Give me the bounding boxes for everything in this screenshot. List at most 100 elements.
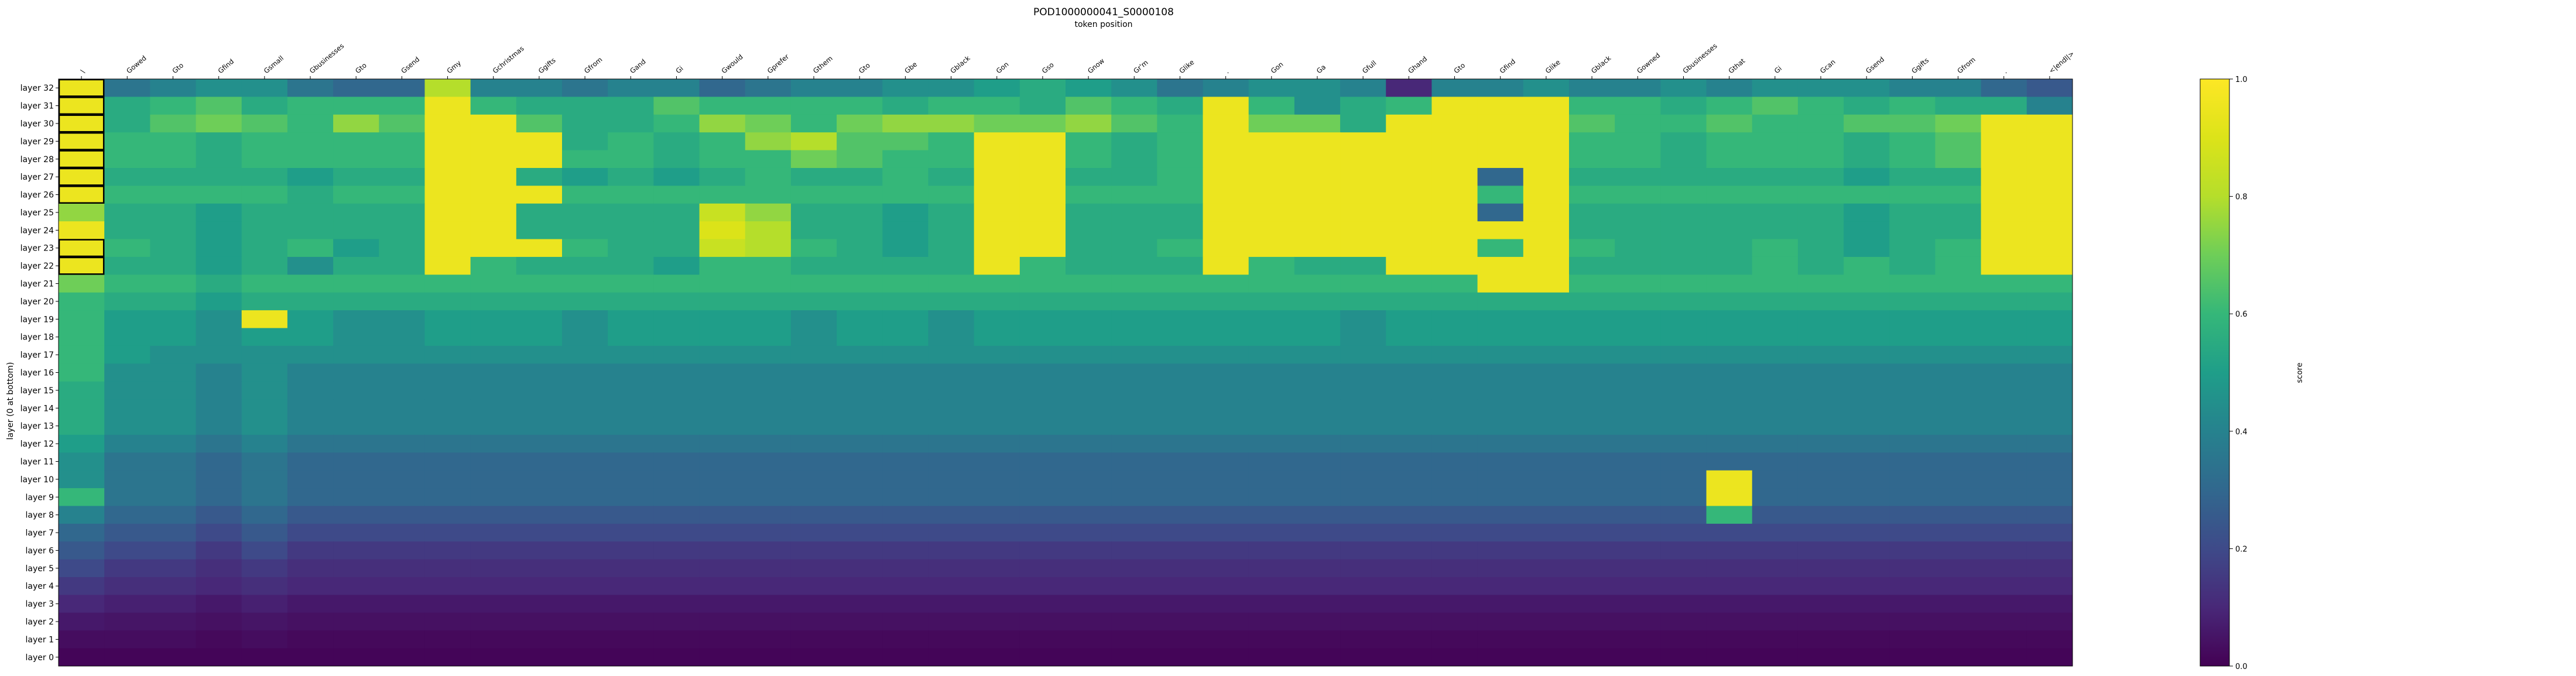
heatmap-cell (1386, 203, 1432, 222)
heatmap-cell (424, 292, 471, 311)
heatmap-cell (1111, 363, 1157, 382)
heatmap-cell (333, 434, 379, 453)
heatmap-cell (516, 292, 563, 311)
heatmap-cell (1706, 203, 1753, 222)
heatmap-cell (1569, 630, 1615, 649)
heatmap-cell (1111, 417, 1157, 435)
heatmap-cell (150, 256, 197, 275)
heatmap-cell (1660, 345, 1707, 364)
heatmap-cell (653, 310, 700, 329)
heatmap-cell (1523, 630, 1570, 649)
heatmap-cell (974, 452, 1020, 471)
heatmap-cell (1431, 488, 1478, 506)
heatmap-cell (150, 239, 197, 258)
heatmap-cell (653, 595, 700, 613)
heatmap-cell (1797, 167, 1844, 186)
x-tick-label: Gi (1773, 64, 1783, 76)
heatmap-cell (1615, 203, 1661, 222)
heatmap-cell (1797, 506, 1844, 524)
heatmap-cell (2026, 595, 2073, 613)
heatmap-cell (1066, 488, 1112, 506)
heatmap-cell (1019, 345, 1066, 364)
heatmap-cell (974, 132, 1020, 151)
heatmap-cell (1844, 506, 1890, 524)
heatmap-cell (1203, 97, 1249, 115)
y-tick-label: layer 19 (20, 315, 54, 324)
heatmap-cell (1340, 167, 1386, 186)
heatmap-cell (974, 399, 1020, 417)
heatmap-cell (608, 488, 654, 506)
heatmap-cell (928, 239, 975, 258)
heatmap-cell (562, 274, 608, 293)
heatmap-cell (653, 114, 700, 133)
heatmap-cell (241, 381, 288, 400)
heatmap-cell (1203, 274, 1249, 293)
heatmap-cell (653, 648, 700, 667)
heatmap-cell (1752, 434, 1799, 453)
heatmap-cell (196, 97, 242, 115)
heatmap-cell (1019, 399, 1066, 417)
heatmap-cell (1660, 186, 1707, 204)
heatmap-cell (608, 97, 654, 115)
heatmap-cell (1019, 434, 1066, 453)
heatmap-cell (59, 328, 105, 346)
heatmap-cell (1294, 239, 1341, 258)
heatmap-cell (1340, 541, 1386, 560)
heatmap-cell (287, 239, 334, 258)
heatmap-cell (1981, 274, 2027, 293)
heatmap-cell (1386, 114, 1432, 133)
heatmap-cell (470, 417, 517, 435)
heatmap-cell (379, 648, 425, 667)
heatmap-cell (928, 648, 975, 667)
y-tick-label: layer 14 (20, 404, 54, 413)
heatmap-cell (287, 381, 334, 400)
heatmap-cell (1660, 256, 1707, 275)
heatmap-cell (1752, 167, 1799, 186)
x-tick-label: Gbe (903, 60, 919, 76)
heatmap-cell (1615, 221, 1661, 240)
heatmap-cell (653, 452, 700, 471)
highlight-outline (58, 150, 105, 169)
heatmap-cell (1019, 648, 1066, 667)
x-tick-label: Gr'm (1132, 59, 1149, 76)
heatmap-cell (1615, 506, 1661, 524)
heatmap-cell (470, 595, 517, 613)
heatmap-cell (1615, 452, 1661, 471)
heatmap-cell (2026, 239, 2073, 258)
heatmap-cell (333, 132, 379, 151)
y-tick-label: layer 31 (20, 102, 54, 111)
heatmap-cell (1706, 186, 1753, 204)
heatmap-cell (928, 79, 975, 97)
heatmap-cell (1752, 345, 1799, 364)
heatmap-cell (974, 559, 1020, 578)
heatmap-cell (1569, 363, 1615, 382)
heatmap-cell (150, 612, 197, 631)
heatmap-cell (1111, 488, 1157, 506)
heatmap-cell (1431, 328, 1478, 346)
heatmap-cell (241, 523, 288, 542)
heatmap-cell (608, 79, 654, 97)
heatmap-cell (1248, 630, 1295, 649)
heatmap-cell (1523, 399, 1570, 417)
heatmap-cell (1752, 523, 1799, 542)
heatmap-cell (104, 434, 150, 453)
heatmap-cell (699, 328, 746, 346)
heatmap-cell (470, 167, 517, 186)
heatmap-cell (790, 541, 837, 560)
heatmap-cell (1066, 186, 1112, 204)
heatmap-cell (196, 417, 242, 435)
heatmap-cell (59, 523, 105, 542)
heatmap-cell (1066, 150, 1112, 169)
heatmap-cell (1111, 239, 1157, 258)
heatmap-cell (241, 256, 288, 275)
heatmap-cell (104, 274, 150, 293)
heatmap-cell (1386, 256, 1432, 275)
heatmap-cell (1752, 612, 1799, 631)
heatmap-cell (1066, 612, 1112, 631)
heatmap-cell (1203, 203, 1249, 222)
heatmap-cell (2026, 417, 2073, 435)
heatmap-cell (150, 452, 197, 471)
heatmap-cell (699, 417, 746, 435)
heatmap-cell (287, 595, 334, 613)
heatmap-cell (1569, 434, 1615, 453)
